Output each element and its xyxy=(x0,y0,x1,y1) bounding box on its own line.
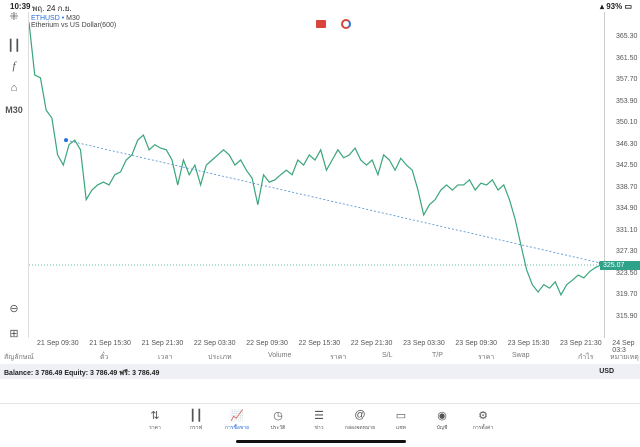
one-click-trading-icon[interactable] xyxy=(316,20,326,28)
candlestick-icon[interactable]: ┃┃ xyxy=(7,40,21,52)
nav-tab[interactable]: ⚙ การตั้งค่า xyxy=(463,409,503,432)
zoom-out-icon[interactable]: ⊖ xyxy=(9,303,19,315)
nav-tab[interactable]: ▭ แชท xyxy=(381,409,421,432)
price-tick: 319.70 xyxy=(616,291,638,299)
time-tick: 23 Sep 21:30 xyxy=(560,340,602,347)
nav-label: ข่าว xyxy=(314,425,324,431)
nav-tab[interactable]: 📈 การซื้อขาย xyxy=(217,409,257,432)
column-header[interactable]: หมายเหตุ xyxy=(610,354,639,361)
symbol-description: Etherium vs US Dollar(600) xyxy=(31,22,117,29)
time-tick: 21 Sep 09:30 xyxy=(37,340,79,347)
price-tick: 315.90 xyxy=(616,313,638,320)
price-tick: 350.10 xyxy=(616,119,638,127)
price-line xyxy=(29,22,602,297)
price-tick: 365.30 xyxy=(616,33,638,40)
column-header[interactable]: กำไร xyxy=(578,354,594,361)
nav-tab[interactable]: ◷ ประวัติ xyxy=(258,409,298,432)
nav-tab[interactable]: ◉ บัญชี xyxy=(422,409,462,432)
balance-currency: USD xyxy=(599,368,614,375)
column-header[interactable]: ราคา xyxy=(478,354,495,361)
nav-label: กราฟ xyxy=(189,425,203,431)
price-tick: 357.70 xyxy=(616,76,638,84)
trade-table-header: สัญลักษณ์ ตั๋ว เวลา ประเภท Volume ราคา S/L T/P ร… xyxy=(0,350,640,363)
balance-text: Balance: 3 786.49 Equity: 3 786.49 ฟรี: … xyxy=(4,370,160,377)
chart-timeframe: M30 xyxy=(66,15,80,22)
column-header[interactable]: S/L xyxy=(382,352,393,359)
column-header[interactable]: Swap xyxy=(512,352,530,359)
nav-label: การซื้อขาย xyxy=(224,425,250,431)
nav-icon: ⇅ xyxy=(150,410,160,422)
price-tick: 361.50 xyxy=(616,54,638,62)
nav-icon: ⚙ xyxy=(478,410,488,422)
price-tick: 334.90 xyxy=(616,205,638,213)
nav-label: การตั้งค่า xyxy=(472,425,494,431)
bottom-nav: ⇅ ราคา ┃┃ กราฟ 📈 การซื้อขาย ◷ ประวัติ ☰ ข่าว @ กล่อ… xyxy=(0,403,640,447)
market-status-icon[interactable] xyxy=(341,19,351,29)
nav-icon: ◉ xyxy=(437,410,447,422)
price-axis[interactable]: 365.30 361.50 357.70 353.90 350.10 346.30 342.… xyxy=(606,12,640,338)
crosshair-icon[interactable]: ⁜ xyxy=(9,11,19,23)
price-tick: 331.10 xyxy=(616,226,638,234)
price-tick: 327.30 xyxy=(616,248,638,256)
function-icon[interactable]: f xyxy=(12,60,16,72)
nav-label: แชท xyxy=(396,425,406,431)
time-tick: 23 Sep 09:30 xyxy=(455,340,498,347)
price-tick: 353.90 xyxy=(616,97,638,105)
date: พฤ. 24 ก.ย. xyxy=(32,4,72,13)
column-header[interactable]: ประเภท xyxy=(208,354,232,361)
column-header[interactable]: ตั๋ว xyxy=(100,354,109,361)
column-header[interactable]: T/P xyxy=(432,352,443,359)
time-tick: 21 Sep 21:30 xyxy=(141,340,184,347)
time-tick: 23 Sep 15:30 xyxy=(507,340,550,347)
status-bar: 10:39 พฤ. 24 ก.ย. ▴ 93% ▭ xyxy=(0,0,640,13)
price-chart[interactable]: ETHUSD • M30 Etherium vs US Dollar(600) xyxy=(28,12,606,338)
time-tick: 21 Sep 15:30 xyxy=(89,340,131,347)
nav-icon: @ xyxy=(354,409,366,421)
time-tick: 24 Sep 03:3 xyxy=(612,340,635,354)
nav-label: กล่องจดหมาย xyxy=(344,425,376,431)
balance-row: Balance: 3 786.49 Equity: 3 786.49 ฟรี: … xyxy=(0,364,640,379)
price-tick: 342.50 xyxy=(616,162,638,170)
nav-tab[interactable]: ⇅ ราคา xyxy=(135,409,175,432)
column-header[interactable]: สัญลักษณ์ xyxy=(4,354,34,361)
nav-tab[interactable]: ☰ ข่าว xyxy=(299,409,339,432)
add-icon[interactable]: ⊞ xyxy=(9,328,19,340)
home-indicator xyxy=(236,440,406,443)
time-tick: 22 Sep 03:30 xyxy=(193,340,236,347)
time-tick: 23 Sep 03:30 xyxy=(403,340,445,347)
nav-icon: ◷ xyxy=(273,410,283,422)
nav-icon: ▭ xyxy=(395,410,407,422)
column-header[interactable]: Volume xyxy=(268,352,292,359)
nav-icon: ┃┃ xyxy=(189,410,203,422)
column-header[interactable]: เวลา xyxy=(158,354,173,361)
clock: 10:39 xyxy=(10,2,31,11)
symbol: ETHUSD xyxy=(31,15,60,22)
nav-icon: 📈 xyxy=(230,410,244,422)
time-axis[interactable]: 21 Sep 09:30 21 Sep 15:30 21 Sep 21:30 22 S… xyxy=(28,338,640,354)
timeframe-button[interactable]: M30 xyxy=(5,105,23,115)
time-tick: 22 Sep 15:30 xyxy=(298,340,341,347)
trendline[interactable] xyxy=(65,139,602,264)
battery: ▴ 93% ▭ xyxy=(599,2,632,11)
price-tick: 323.50 xyxy=(616,269,638,277)
nav-label: ราคา xyxy=(149,425,161,431)
nav-icon: ☰ xyxy=(314,410,324,422)
chart-plot xyxy=(29,22,606,297)
nav-label: บัญชี xyxy=(436,425,448,431)
current-price-label: 325.07 xyxy=(600,261,640,271)
price-tick: 346.30 xyxy=(616,140,638,148)
time-tick: 22 Sep 09:30 xyxy=(246,340,288,347)
price-tick: 338.70 xyxy=(616,183,638,191)
left-toolbar: ⁜ ┃┃ f ⌂ M30 ⊖ ⊞ xyxy=(0,11,28,350)
nav-tab[interactable]: ┃┃ กราฟ xyxy=(176,409,216,432)
column-header[interactable]: ราคา xyxy=(330,354,347,361)
nav-label: ประวัติ xyxy=(270,425,286,431)
objects-icon[interactable]: ⌂ xyxy=(10,82,18,94)
nav-tab[interactable]: @ กล่องจดหมาย xyxy=(340,409,380,432)
time-tick: 22 Sep 21:30 xyxy=(350,340,393,347)
trendline-start-handle[interactable] xyxy=(64,138,68,143)
symbol-info: ETHUSD • M30 Etherium vs US Dollar(600) xyxy=(31,15,117,29)
